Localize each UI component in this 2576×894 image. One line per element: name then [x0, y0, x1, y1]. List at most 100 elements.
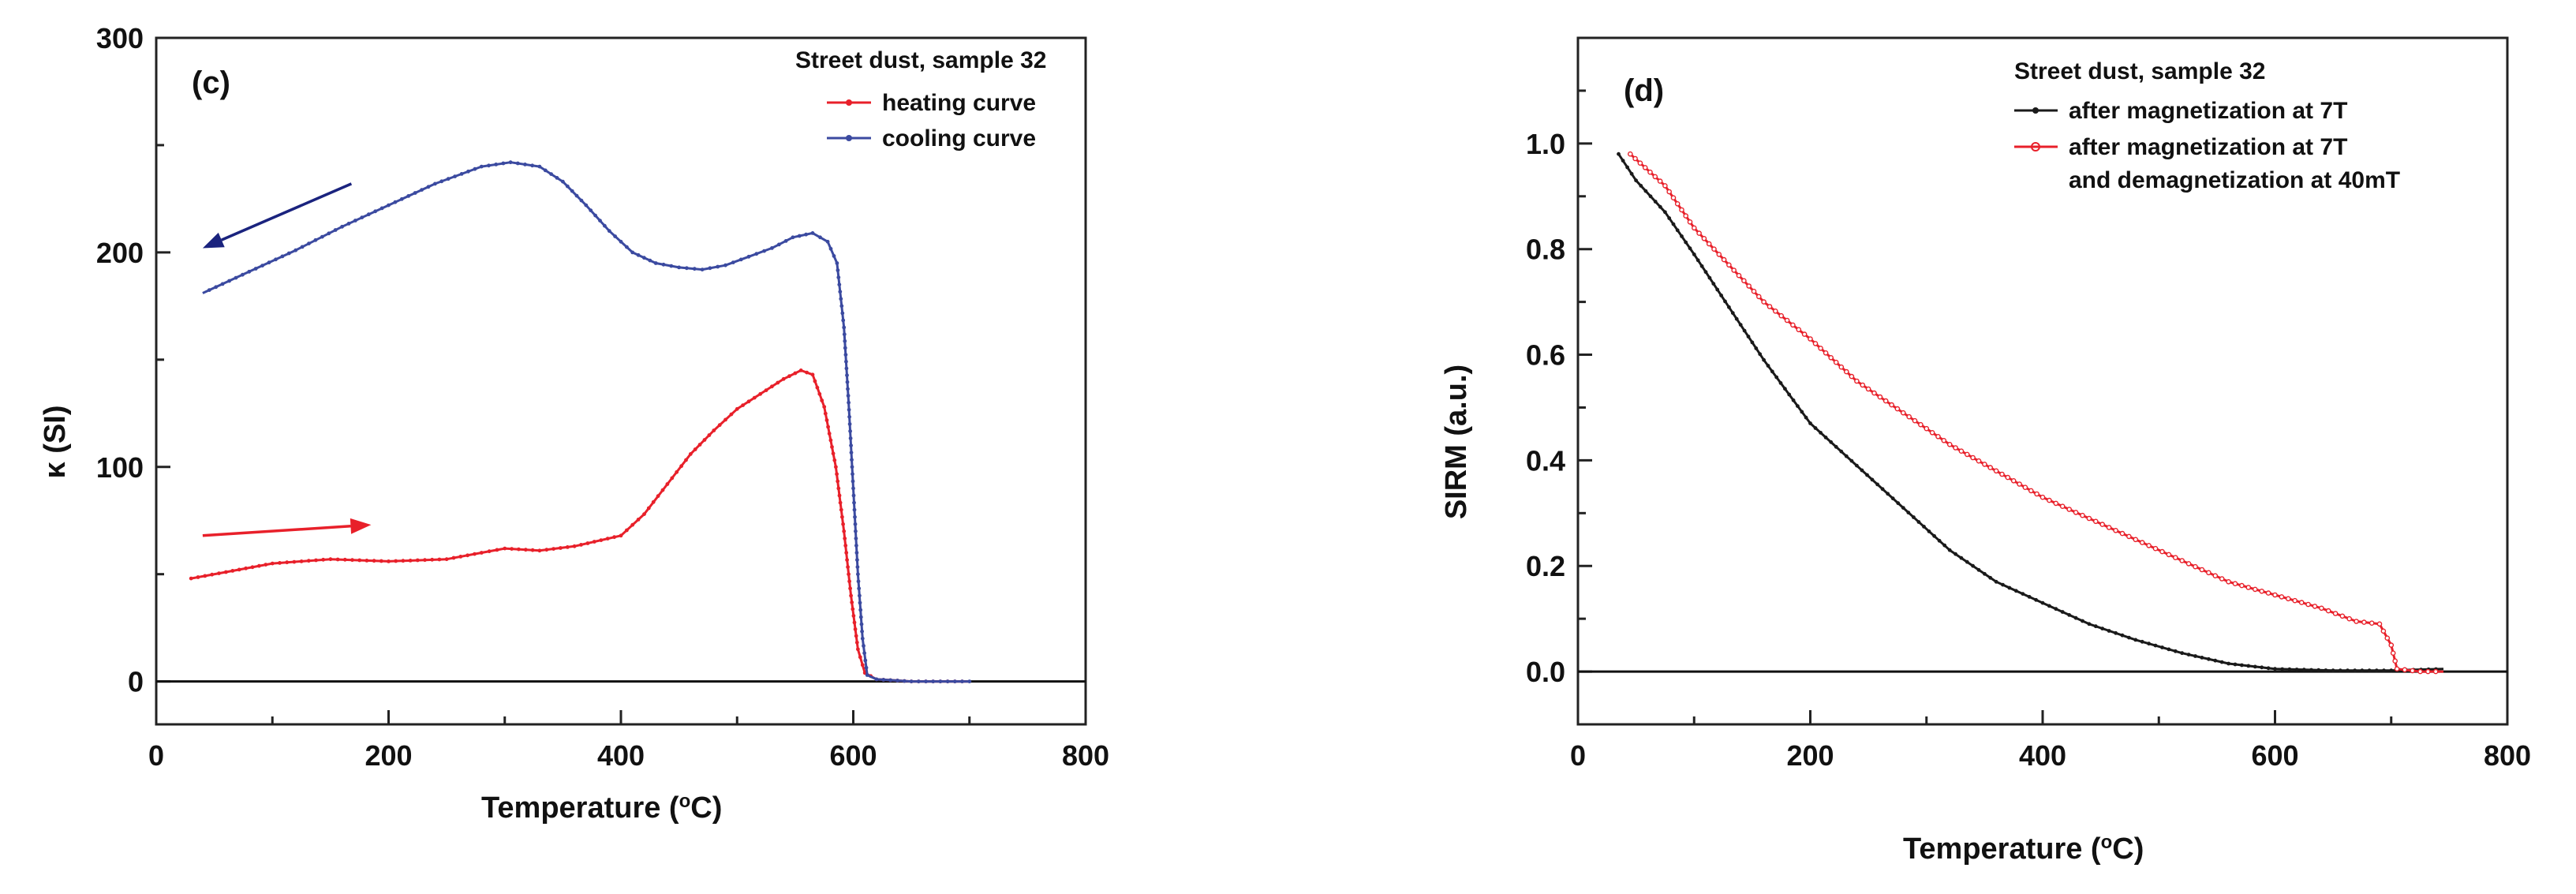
series-cooling-point	[603, 223, 607, 228]
series-black-point	[1667, 216, 1672, 220]
series-cooling-point	[841, 318, 846, 323]
series-black-point	[2200, 656, 2204, 660]
arrow-heating-head	[350, 518, 372, 534]
series-heating-point	[565, 545, 570, 549]
panel-c-arrows	[202, 182, 372, 537]
series-cooling-point	[738, 257, 743, 262]
series-red-line	[1629, 153, 2443, 673]
series-black-point	[2324, 668, 2328, 672]
series-heating-point	[379, 559, 383, 563]
series-black-point	[2353, 668, 2357, 673]
series-heating-point	[679, 464, 683, 469]
series-red-point	[2376, 621, 2383, 627]
series-black-point	[1829, 440, 1834, 444]
series-black-point	[2147, 642, 2152, 646]
series-black-point	[1639, 184, 1643, 188]
series-heating-point	[707, 433, 712, 437]
series-red-point	[2219, 576, 2225, 582]
series-black-point	[1796, 404, 1800, 408]
series-red-point	[2028, 488, 2034, 494]
series-black-point	[2040, 600, 2045, 605]
panel-d-ytick-label: 0.0	[1526, 656, 1565, 688]
series-red-point	[2259, 589, 2264, 594]
panel-d: 0 200 400 600 800 0.0 0.2 0.4 0.6 0.8 1.0 (d) Stre…	[1440, 36, 2531, 866]
panel-d-ytick-label: 0.6	[1526, 339, 1565, 372]
panel-d-legend-title: Street dust, sample 32	[2014, 58, 2265, 84]
series-heating-point	[458, 555, 463, 559]
series-black-point	[1834, 444, 1838, 449]
series-cooling-point	[508, 160, 513, 165]
series-black-point	[2140, 639, 2144, 644]
series-red-point	[1670, 195, 1677, 200]
series-red-point	[1796, 327, 1802, 333]
series-black-point	[1849, 458, 1854, 463]
series-red-point	[1854, 378, 1860, 384]
series-heating-point	[844, 551, 849, 555]
panel-c-ticks: 0 200 400 600 800 0 100 200 300	[96, 22, 1109, 772]
series-red-point	[1860, 382, 1866, 388]
series-heating-point	[675, 469, 679, 474]
series-heating-point	[530, 548, 535, 552]
series-heating-point	[250, 565, 255, 570]
series-cooling-point	[851, 472, 854, 477]
series-black-point	[2081, 619, 2084, 623]
series-cooling-point	[844, 359, 848, 364]
series-heating-point	[776, 380, 780, 385]
series-cooling-point	[837, 282, 842, 287]
series-black-point	[1730, 311, 1735, 316]
series-red-point	[2298, 600, 2305, 605]
series-red-point	[2212, 573, 2219, 579]
series-heating-point	[729, 412, 734, 417]
series-black-point	[2294, 668, 2299, 671]
series-cooling-point	[858, 608, 863, 612]
panel-d-series	[1617, 151, 2444, 675]
series-heating-point	[278, 561, 282, 565]
series-red-point	[2119, 530, 2125, 537]
series-black-point	[1688, 246, 1692, 251]
series-black-point	[2160, 645, 2164, 649]
series-heating-point	[636, 518, 641, 522]
series-cooling-point	[473, 166, 477, 171]
series-black-point	[1875, 482, 1880, 487]
series-red-point	[1767, 304, 1773, 309]
series-heating-point	[851, 607, 855, 612]
series-red-point	[1731, 267, 1737, 273]
series-cooling-point	[327, 231, 331, 236]
series-red-point	[2346, 615, 2352, 622]
series-cooling-point	[791, 235, 795, 240]
series-heating-point	[285, 560, 290, 565]
series-heating-point	[836, 479, 840, 484]
series-cooling-point	[931, 679, 936, 683]
series-cooling-point	[413, 191, 417, 195]
series-black-point	[2287, 667, 2292, 671]
series-cooling-point	[439, 179, 444, 184]
series-cooling-point	[860, 629, 864, 634]
series-red-point	[2265, 590, 2271, 596]
series-heating-point	[451, 555, 456, 560]
series-cooling-point	[241, 272, 245, 277]
series-heating-point	[257, 563, 261, 568]
series-red-point	[1706, 241, 1712, 247]
series-cooling-point	[838, 290, 843, 294]
series-cooling-point	[607, 229, 611, 234]
series-heating-point	[430, 557, 435, 562]
series-black-point	[1703, 270, 1708, 275]
series-cooling-point	[653, 261, 658, 265]
series-cooling-point	[945, 679, 950, 683]
series-heating-point	[523, 548, 528, 552]
series-cooling-point	[373, 209, 378, 214]
series-black-point	[1880, 487, 1885, 492]
series-black-point	[1804, 415, 1808, 420]
series-black-point	[1621, 159, 1625, 163]
series-heating-point	[237, 567, 241, 572]
series-red-point	[2226, 579, 2231, 585]
series-red-point	[1918, 421, 1924, 428]
series-cooling-point	[828, 246, 833, 251]
series-heating-point	[847, 572, 851, 577]
series-cooling-point	[661, 262, 666, 267]
series-cooling-point	[286, 251, 291, 256]
panel-c-legend: Street dust, sample 32 heating curve coo…	[795, 47, 1046, 151]
series-heating-point	[592, 540, 596, 544]
series-cooling-point	[825, 239, 830, 244]
series-heating-point	[764, 388, 768, 392]
